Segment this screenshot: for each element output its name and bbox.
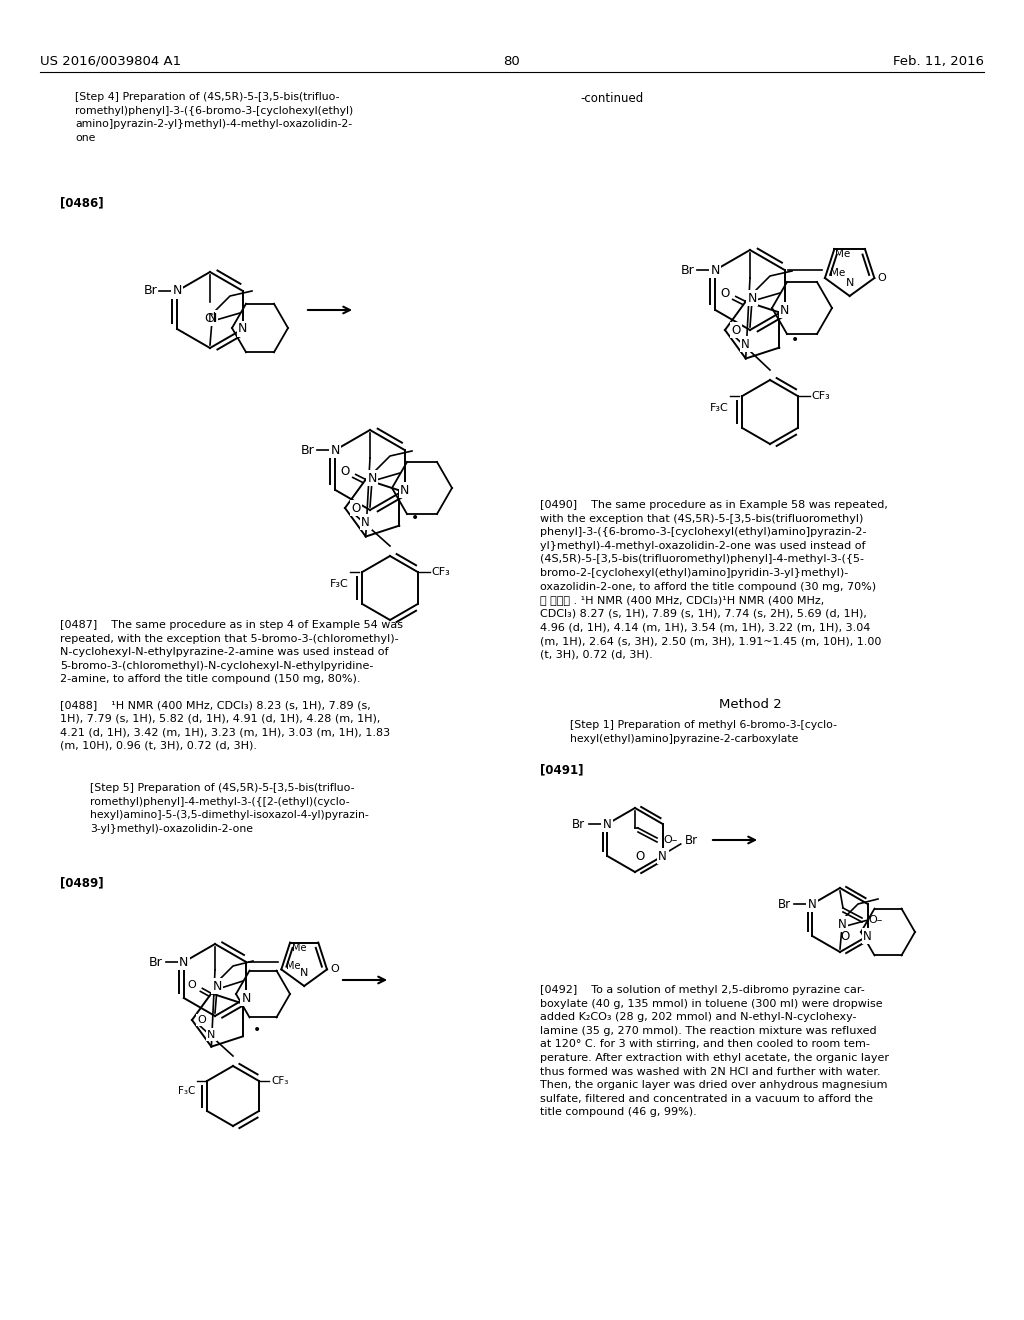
Text: N: N [400,483,410,496]
Text: N: N [212,979,221,993]
Text: O: O [731,323,740,337]
Text: N: N [741,338,751,351]
Text: N: N [846,279,854,288]
Text: [0488]    ¹H NMR (400 MHz, CDCl₃) 8.23 (s, 1H), 7.89 (s,
1H), 7.79 (s, 1H), 5.82: [0488] ¹H NMR (400 MHz, CDCl₃) 8.23 (s, … [60,700,390,751]
Text: N: N [368,471,377,484]
Text: N: N [207,312,217,325]
Text: Br: Br [572,817,586,830]
Text: [0492]    To a solution of methyl 2,5-dibromo pyrazine car-
boxylate (40 g, 135 : [0492] To a solution of methyl 2,5-dibro… [540,985,889,1118]
Text: N: N [179,956,188,969]
Text: [0489]: [0489] [60,876,103,888]
Text: F₃C: F₃C [710,403,728,413]
Text: Br: Br [685,834,697,847]
Text: N: N [863,929,872,942]
Text: Feb. 11, 2016: Feb. 11, 2016 [893,55,984,69]
Text: Me: Me [287,961,301,972]
Text: O: O [635,850,645,863]
Text: US 2016/0039804 A1: US 2016/0039804 A1 [40,55,181,69]
Text: O: O [841,931,850,942]
Text: F₃C: F₃C [177,1086,195,1096]
Text: N: N [658,850,667,862]
Text: O: O [197,1015,206,1026]
Text: O: O [330,965,339,974]
Text: Me: Me [292,942,306,953]
Text: N: N [361,516,370,528]
Text: -continued: -continued [580,92,643,106]
Text: 80: 80 [504,55,520,69]
Text: O: O [340,465,350,478]
Text: [0491]: [0491] [540,763,584,776]
Text: Br: Br [143,285,157,297]
Text: N: N [331,444,340,457]
Text: CF₃: CF₃ [812,391,830,401]
Text: N: N [242,991,251,1005]
Text: N: N [711,264,720,276]
Text: N: N [172,285,182,297]
Text: [Step 5] Preparation of (4S,5R)-5-[3,5-bis(trifluo-
romethyl)phenyl]-4-methyl-3-: [Step 5] Preparation of (4S,5R)-5-[3,5-b… [90,783,369,834]
Text: Cl: Cl [204,312,216,325]
Text: N: N [748,292,757,305]
Text: F₃C: F₃C [330,579,348,589]
Text: [0487]    The same procedure as in step 4 of Example 54 was
repeated, with the e: [0487] The same procedure as in step 4 o… [60,620,403,684]
Text: Br: Br [778,898,792,911]
Text: N: N [780,304,790,317]
Text: N: N [300,968,308,978]
Text: •: • [412,511,420,524]
Text: O: O [351,502,360,515]
Text: Br: Br [150,956,163,969]
Text: •: • [253,1023,261,1038]
Text: [Step 4] Preparation of (4S,5R)-5-[3,5-bis(trifluo-
romethyl)phenyl]-3-({6-bromo: [Step 4] Preparation of (4S,5R)-5-[3,5-b… [75,92,353,143]
Text: N: N [207,1030,215,1040]
Text: Br: Br [681,264,694,276]
Text: O: O [187,981,197,990]
Text: N: N [808,898,817,911]
Text: Me: Me [829,268,845,279]
Text: CF₃: CF₃ [271,1076,289,1086]
Text: N: N [603,817,611,830]
Text: O: O [878,273,886,282]
Text: CF₃: CF₃ [432,568,451,577]
Text: N: N [838,917,847,931]
Text: •: • [792,333,800,347]
Text: [Step 1] Preparation of methyl 6-bromo-3-[cyclo-
hexyl(ethyl)amino]pyrazine-2-ca: [Step 1] Preparation of methyl 6-bromo-3… [570,719,837,743]
Text: N: N [239,322,248,335]
Text: Method 2: Method 2 [719,698,781,711]
Text: O: O [721,286,730,300]
Text: O–: O– [868,915,883,925]
Text: [0490]    The same procedure as in Example 58 was repeated,
with the exception t: [0490] The same procedure as in Example … [540,500,888,660]
Text: [0486]: [0486] [60,195,103,209]
Text: Br: Br [301,444,314,457]
Text: Me: Me [835,249,850,259]
Text: O–: O– [663,836,677,845]
